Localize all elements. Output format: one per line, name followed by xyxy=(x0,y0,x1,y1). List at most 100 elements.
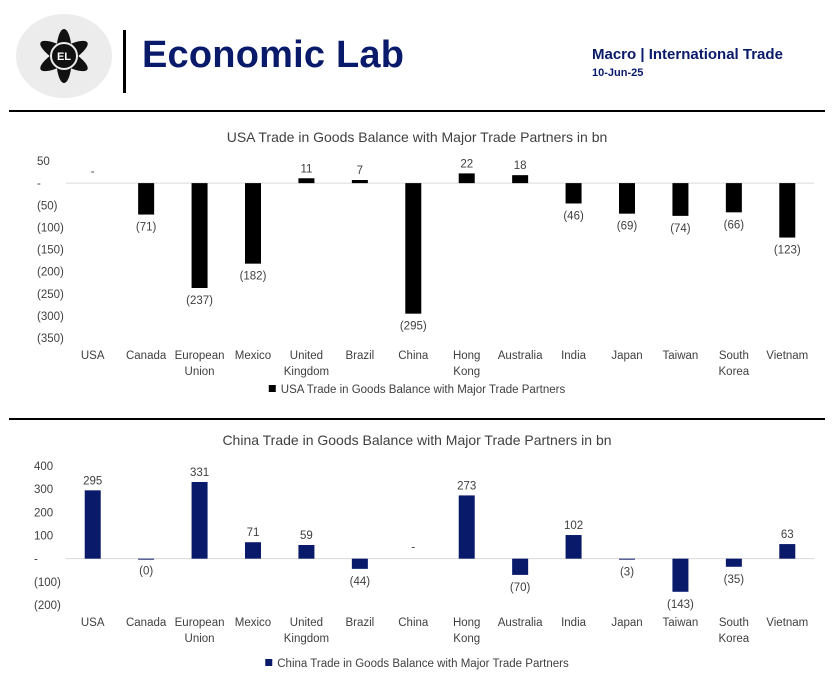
bar xyxy=(565,535,582,559)
category-label: Kong xyxy=(453,366,480,378)
category-label: Mexico xyxy=(235,350,271,362)
category-label: European xyxy=(175,617,225,629)
y-tick-label: - xyxy=(37,178,41,190)
y-tick-label: (350) xyxy=(37,333,64,345)
y-tick-label: (100) xyxy=(34,577,61,589)
legend-swatch xyxy=(265,659,273,666)
bar xyxy=(458,495,475,559)
category-label: United xyxy=(290,617,323,629)
bar xyxy=(351,180,368,184)
category-label: Vietnam xyxy=(766,350,808,362)
bar xyxy=(405,183,422,314)
category-label: Vietnam xyxy=(766,617,808,629)
data-label: 63 xyxy=(781,529,794,541)
category-label: United xyxy=(290,350,323,362)
category-label: Union xyxy=(185,633,215,645)
bar xyxy=(672,183,689,216)
y-tick-label: (50) xyxy=(37,200,58,212)
chart-title: China Trade in Goods Balance with Major … xyxy=(222,432,611,448)
data-label: 273 xyxy=(457,480,476,492)
category-label: South xyxy=(719,350,749,362)
data-label: (3) xyxy=(620,566,634,578)
bar xyxy=(619,558,635,560)
y-tick-label: - xyxy=(34,554,38,566)
legend-label: USA Trade in Goods Balance with Major Tr… xyxy=(281,384,566,396)
legend-label: China Trade in Goods Balance with Major … xyxy=(277,658,569,670)
bar xyxy=(512,175,529,184)
category-label: Australia xyxy=(498,617,543,629)
category-label: South xyxy=(719,617,749,629)
data-label: (44) xyxy=(350,576,371,588)
bar xyxy=(351,558,368,569)
category-label: China xyxy=(398,617,429,629)
y-tick-label: (250) xyxy=(37,289,64,301)
report-header: EL Economic Lab Macro | International Tr… xyxy=(0,0,834,112)
chart-title: USA Trade in Goods Balance with Major Tr… xyxy=(227,129,608,145)
bar xyxy=(512,558,529,575)
data-label: 11 xyxy=(300,163,312,175)
category-label: Hong xyxy=(453,617,481,629)
category-label: USA xyxy=(81,350,105,362)
category-label: Kong xyxy=(453,633,480,645)
bar xyxy=(191,183,208,288)
category-label: India xyxy=(561,350,587,362)
category-label: European xyxy=(175,350,225,362)
data-label: 18 xyxy=(514,160,527,172)
middle-rule xyxy=(9,418,825,420)
y-tick-label: 100 xyxy=(34,531,53,543)
bar xyxy=(138,558,155,560)
logo-text: EL xyxy=(57,51,71,63)
bar xyxy=(779,544,796,559)
section-title: Macro | International Trade xyxy=(592,46,783,63)
category-label: Canada xyxy=(126,617,167,629)
data-label: 7 xyxy=(357,165,363,177)
report-date: 10-Jun-25 xyxy=(592,67,644,79)
bar xyxy=(458,173,475,184)
data-label: (295) xyxy=(400,321,427,333)
data-label: (71) xyxy=(136,222,157,234)
category-label: Hong xyxy=(453,350,481,362)
category-label: Taiwan xyxy=(663,617,699,629)
y-tick-label: 200 xyxy=(34,507,53,519)
category-label: Korea xyxy=(719,633,750,645)
data-label: (0) xyxy=(139,566,153,578)
bar xyxy=(725,558,742,567)
bar xyxy=(672,558,689,592)
category-label: Brazil xyxy=(345,617,374,629)
brand-title: Economic Lab xyxy=(142,34,405,76)
bar xyxy=(779,183,796,238)
atom-logo-icon: EL xyxy=(40,29,88,83)
category-label: Mexico xyxy=(235,617,271,629)
y-tick-label: (150) xyxy=(37,245,64,257)
china-trade-balance-chart: China Trade in Goods Balance with Major … xyxy=(34,432,814,670)
data-label: (35) xyxy=(724,574,745,586)
data-label: - xyxy=(411,542,415,554)
top-rule xyxy=(9,110,825,112)
category-label: India xyxy=(561,617,587,629)
category-label: Japan xyxy=(611,350,642,362)
category-label: Kingdom xyxy=(284,633,329,645)
category-label: Australia xyxy=(498,350,543,362)
y-tick-label: 300 xyxy=(34,484,53,496)
bar xyxy=(191,481,208,559)
data-label: 331 xyxy=(190,467,209,479)
bar xyxy=(84,490,101,559)
category-label: Canada xyxy=(126,350,167,362)
bar xyxy=(298,544,315,559)
data-label: (123) xyxy=(774,245,801,257)
data-label: 295 xyxy=(83,475,102,487)
usa-trade-balance-chart: USA Trade in Goods Balance with Major Tr… xyxy=(37,129,814,396)
data-label: (70) xyxy=(510,582,531,594)
data-label: 59 xyxy=(300,530,313,542)
data-label: (143) xyxy=(667,599,694,611)
data-label: (69) xyxy=(617,221,638,233)
category-label: Taiwan xyxy=(663,350,699,362)
data-label: 102 xyxy=(564,520,583,532)
y-tick-label: (300) xyxy=(37,311,64,323)
category-label: USA xyxy=(81,617,105,629)
header-divider xyxy=(123,30,126,93)
bar xyxy=(619,183,635,214)
category-label: Japan xyxy=(611,617,642,629)
bar xyxy=(298,178,315,184)
bar xyxy=(245,542,261,559)
